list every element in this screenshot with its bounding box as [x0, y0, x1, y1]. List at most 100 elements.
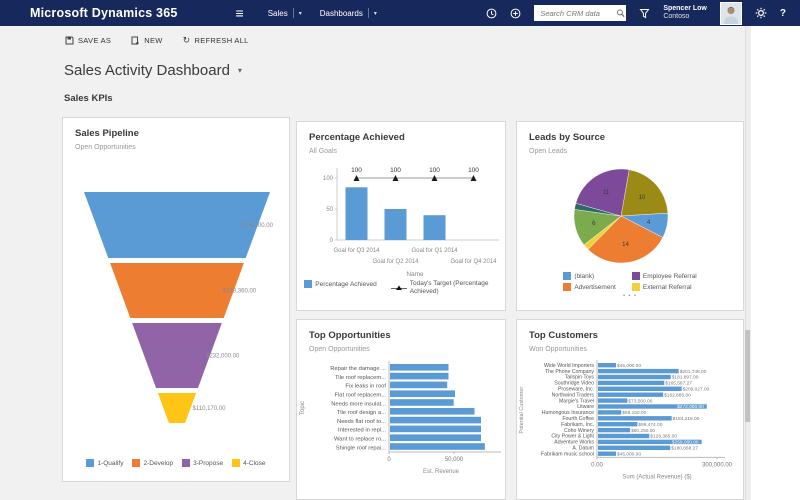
svg-text:$58,150.00: $58,150.00	[622, 410, 646, 416]
chart-subtitle: Open Opportunities	[75, 144, 136, 151]
search-icon[interactable]	[616, 8, 626, 19]
svg-text:Tile roof replacem...: Tile roof replacem...	[335, 375, 386, 381]
nav-dashboards[interactable]: Dashboards ▾	[320, 8, 377, 18]
svg-text:0: 0	[330, 238, 334, 244]
svg-text:$209,027.00: $209,027.00	[683, 387, 710, 393]
card-percentage-achieved: Percentage Achieved All Goals 0 50 100 100 1…	[296, 121, 506, 311]
svg-text:A. Datum: A. Datum	[572, 446, 594, 452]
card-sales-pipeline: Sales Pipeline Open Opportunities $215,0…	[62, 117, 290, 482]
refresh-all-button[interactable]: ↻ REFRESH ALL	[183, 35, 249, 45]
svg-text:Goal for Q3 2014: Goal for Q3 2014	[333, 248, 380, 254]
sales-pipeline-funnel-chart: $215,000.00 $218,360.00 $232,000.00 $110,17…	[84, 192, 274, 423]
legend-swatch	[132, 459, 141, 467]
svg-text:Want to replace ro...: Want to replace ro...	[334, 437, 386, 443]
user-menu[interactable]: Spencer Low Contoso	[663, 5, 707, 21]
new-label: NEW	[144, 35, 163, 45]
svg-text:0: 0	[387, 457, 391, 463]
svg-text:Southridge Video: Southridge Video	[554, 381, 594, 387]
svg-text:Fourth Coffee: Fourth Coffee	[562, 416, 594, 422]
svg-text:100: 100	[390, 167, 401, 174]
svg-text:City Power & Light: City Power & Light	[551, 434, 594, 440]
legend-item: 4-Close	[232, 459, 266, 467]
svg-text:Shingle roof repai...: Shingle roof repai...	[336, 445, 387, 451]
svg-text:100: 100	[323, 176, 334, 182]
search-box[interactable]	[534, 5, 627, 21]
chevron-down-icon[interactable]: ▾	[237, 66, 242, 75]
breadcrumb: Sales ▾ Dashboards ▾	[268, 8, 377, 18]
legend-label: 3-Propose	[193, 459, 224, 467]
page-title-dropdown[interactable]: Sales Activity Dashboard ▾	[64, 62, 242, 79]
legend-swatch	[232, 459, 241, 467]
chart-subtitle: Open Leads	[529, 148, 568, 155]
legend-item: 1-Qualify	[86, 459, 123, 467]
svg-text:Goal for Q2 2014: Goal for Q2 2014	[372, 259, 419, 265]
svg-text:Tile roof design a...: Tile roof design a...	[337, 410, 386, 416]
create-plus-icon[interactable]	[510, 8, 521, 19]
sales-pipeline-legend: 1-Qualify 2-Develop 3-Propose 4-Close	[63, 459, 289, 467]
legend-more-ellipsis[interactable]: • • •	[623, 293, 637, 299]
svg-text:Needs more insulat...: Needs more insulat...	[331, 401, 386, 407]
legend-item: Today's Target (Percentage Achieved)	[390, 280, 498, 296]
svg-text:$98,474.00: $98,474.00	[638, 422, 662, 428]
svg-text:$218,360.00: $218,360.00	[223, 289, 257, 295]
leads-legend-grid: (blank) Employee Referral Advertisement Ext…	[563, 272, 697, 291]
legend-swatch	[182, 459, 191, 467]
leads-by-source-legend: (blank) Employee Referral Advertisement Ext…	[517, 272, 743, 299]
svg-text:$215,000.00: $215,000.00	[240, 223, 274, 229]
percentage-achieved-bar-chart: 0 50 100 100 100 100 100 Goal for Q3 2014 Goal f…	[323, 167, 499, 278]
svg-text:50,000: 50,000	[445, 457, 464, 463]
svg-text:100: 100	[468, 167, 479, 174]
help-icon[interactable]: ?	[779, 7, 786, 19]
new-button[interactable]: NEW	[131, 36, 162, 45]
leads-by-source-pie-chart: 10 4 14 6 11	[573, 168, 669, 264]
svg-text:Northwind Traders: Northwind Traders	[552, 392, 595, 398]
search-input[interactable]	[538, 6, 617, 20]
chart-title: Top Customers	[529, 330, 598, 341]
svg-text:Wide World Importers: Wide World Importers	[544, 363, 594, 369]
user-org: Contoso	[663, 13, 690, 20]
svg-text:100: 100	[351, 167, 362, 174]
chevron-down-icon[interactable]: ▾	[373, 10, 377, 17]
svg-text:100: 100	[429, 167, 440, 174]
legend-item: Employee Referral	[631, 272, 697, 280]
legend-item: 2-Develop	[132, 459, 173, 467]
chevron-down-icon[interactable]: ▾	[298, 10, 302, 17]
nav-sales[interactable]: Sales ▾	[268, 8, 302, 18]
svg-text:$162,885.00: $162,885.00	[664, 392, 691, 398]
legend-label: (blank)	[574, 272, 595, 280]
card-top-customers: Top Customers Won Opportunities Wide Wor…	[516, 319, 744, 500]
chart-subtitle: Won Opportunities	[529, 346, 587, 353]
target-marker-icon	[390, 285, 407, 290]
settings-gear-icon[interactable]	[755, 7, 767, 19]
advanced-find-funnel-icon[interactable]	[639, 8, 650, 19]
new-icon	[131, 36, 140, 44]
save-as-button[interactable]: SAVE AS	[65, 36, 111, 45]
svg-text:Coho Winery: Coho Winery	[564, 428, 594, 434]
svg-text:300,000.00: 300,000.00	[702, 462, 733, 468]
nav-divider	[292, 8, 294, 18]
svg-text:Fabrikam, Inc.: Fabrikam, Inc.	[561, 422, 594, 428]
chart-title: Percentage Achieved	[309, 132, 405, 143]
svg-text:Tailspin Toys: Tailspin Toys	[565, 375, 595, 381]
legend-label: Employee Referral	[642, 272, 697, 280]
legend-label: External Referral	[642, 283, 692, 291]
page-scrollbar-thumb[interactable]	[745, 330, 750, 422]
svg-text:$110,170.00: $110,170.00	[193, 406, 227, 412]
legend-item: 3-Propose	[182, 459, 223, 467]
top-navbar: Microsoft Dynamics 365 ≡ Sales ▾ Dashboa…	[0, 0, 800, 26]
chart-title: Leads by Source	[529, 132, 606, 143]
hamburger-menu-icon[interactable]: ≡	[235, 5, 244, 21]
svg-text:Sum (Actual Revenue) ($): Sum (Actual Revenue) ($)	[622, 474, 691, 480]
top-opportunities-bar-chart: Repair the damage ... Tile roof replacem.…	[300, 361, 501, 475]
recent-clock-icon[interactable]	[486, 8, 497, 19]
svg-text:0.00: 0.00	[591, 462, 603, 468]
user-avatar[interactable]	[719, 1, 742, 25]
nav-dashboards-label: Dashboards	[319, 8, 363, 18]
svg-text:4: 4	[647, 220, 651, 226]
legend-label: 1-Qualify	[97, 459, 124, 467]
svg-text:$180,668.27: $180,668.27	[671, 446, 698, 452]
card-top-opportunities: Top Opportunities Open Opportunities Rep…	[296, 319, 506, 500]
chart-title: Sales Pipeline	[75, 128, 139, 139]
page-scrollbar-track[interactable]	[745, 26, 751, 500]
svg-text:$259,000.00: $259,000.00	[672, 440, 699, 446]
